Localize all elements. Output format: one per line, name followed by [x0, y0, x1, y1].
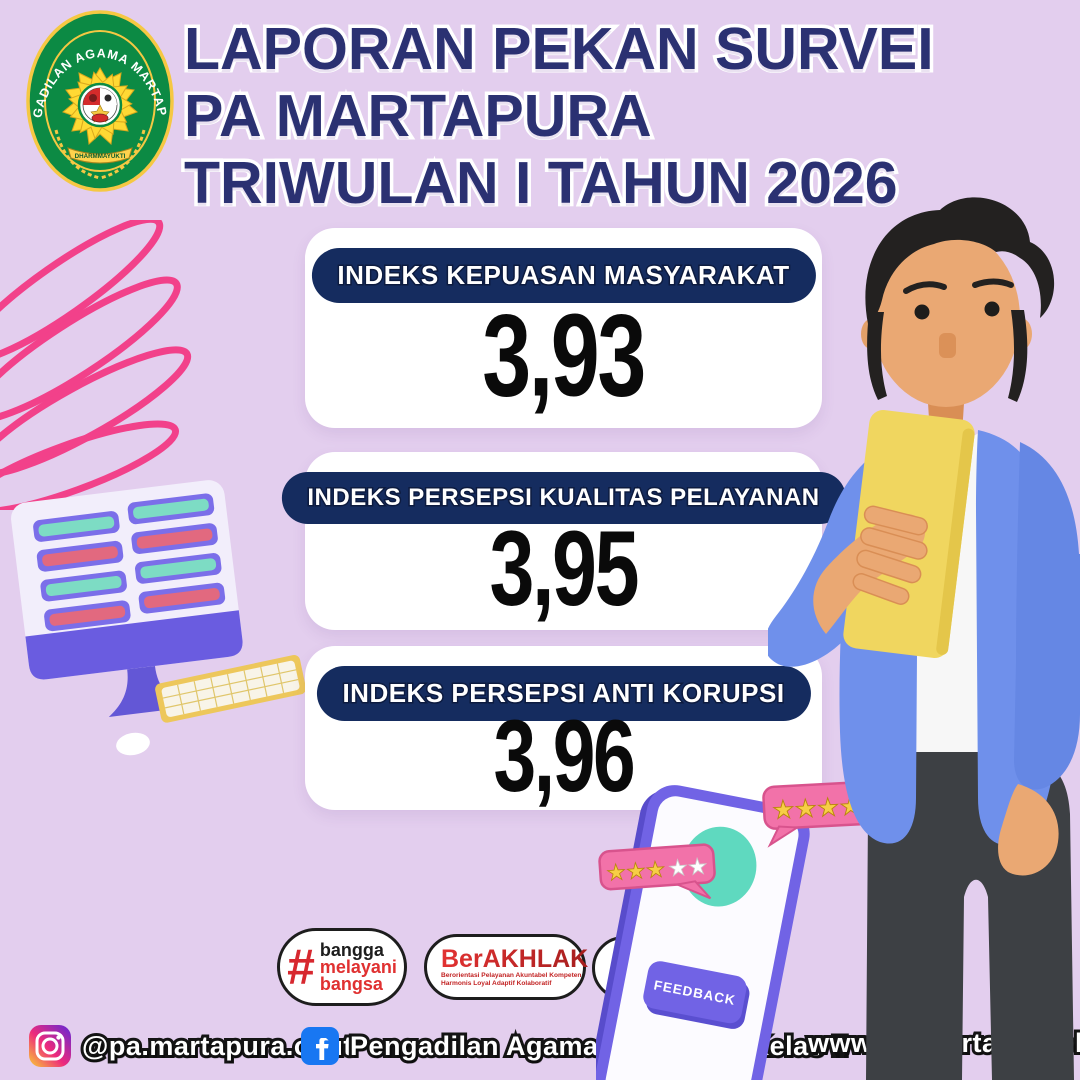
card-label-pill: INDEKS KEPUASAN MASYARAKAT — [311, 248, 816, 303]
card-value: 3,95 — [489, 509, 640, 629]
card-indeks-persepsi-anti-korupsi: INDEKS PERSEPSI ANTI KORUPSI 3,96 — [305, 646, 822, 814]
badge-berakhlak: BerAKHLAK Berorientasi Pelayanan Akuntab… — [424, 934, 589, 1000]
card-label: INDEKS PERSEPSI ANTI KORUPSI — [341, 677, 786, 710]
card-value: 3,93 — [482, 290, 647, 421]
card-indeks-kepuasan-masyarakat: INDEKS KEPUASAN MASYARAKAT 3,93 — [305, 228, 822, 428]
badge-bangga-melayani-bangsa: # bangga melayani bangsa — [277, 928, 407, 1006]
berakhlak-title: BerAKHLAK — [441, 945, 589, 973]
eyebrow-right — [972, 278, 1014, 288]
hand-holding-tablet — [813, 505, 928, 634]
feedback-button — [643, 961, 747, 1024]
card-indeks-persepsi-kualitas-pelayanan: INDEKS PERSEPSI KUALITAS PELAYANAN 3,95 — [281, 452, 846, 630]
badge-bangga-line1: bangga — [319, 939, 384, 960]
hashtag-icon: # — [287, 939, 315, 995]
title-line-2: PA MARTAPURA — [181, 80, 656, 153]
card-label: INDEKS KEPUASAN MASYARAKAT — [336, 259, 791, 292]
berakhlak-subtitle-2: Harmonis Loyal Adaptif Kolaboratif — [441, 980, 552, 987]
hand-on-hip — [998, 784, 1059, 876]
eye-left — [914, 304, 930, 320]
card-label-pill: INDEKS PERSEPSI ANTI KORUPSI — [316, 666, 811, 721]
title-line-1: LAPORAN PEKAN SURVEI — [181, 13, 938, 86]
instagram-icon — [29, 1025, 71, 1067]
stars-left-empty: ★★ — [667, 853, 708, 881]
eyebrow-left — [903, 281, 947, 294]
card-label: INDEKS PERSEPSI KUALITAS PELAYANAN — [306, 483, 821, 513]
court-logo: PENGADILAN AGAMA MARTAPURA DHARMMAYUKTI — [26, 10, 174, 192]
badge-bangga-line2: melayani — [319, 956, 397, 977]
keyboard-illustration — [155, 655, 305, 723]
poster-title: LAPORAN PEKAN SURVEI PA MARTAPURA TRIWUL… — [181, 13, 938, 220]
card-label-pill: INDEKS PERSEPSI KUALITAS PELAYANAN — [281, 472, 846, 524]
eye-right — [984, 301, 1000, 317]
title-line-3: TRIWULAN I TAHUN 2026 — [181, 147, 902, 220]
logo-starburst — [62, 67, 138, 146]
card-value: 3,96 — [493, 699, 636, 814]
rating-bubble-left: ★★★ ★★ — [598, 843, 716, 900]
logo-ribbon-text: DHARMMAYUKTI — [75, 153, 126, 160]
facebook-icon — [301, 1027, 339, 1065]
stars-left-filled: ★★★ — [605, 856, 666, 885]
monitor-illustration — [11, 480, 305, 756]
berakhlak-subtitle-1: Berorientasi Pelayanan Akuntabel Kompete… — [441, 972, 582, 979]
mouse-illustration — [116, 732, 150, 756]
badge-bangga-line3: bangsa — [319, 973, 383, 994]
man-illustration — [768, 197, 1080, 1080]
nose — [939, 333, 956, 358]
scribble-decoration — [0, 220, 192, 510]
hair — [865, 197, 1055, 402]
logo-ribbon: DHARMMAYUKTI — [67, 147, 133, 164]
